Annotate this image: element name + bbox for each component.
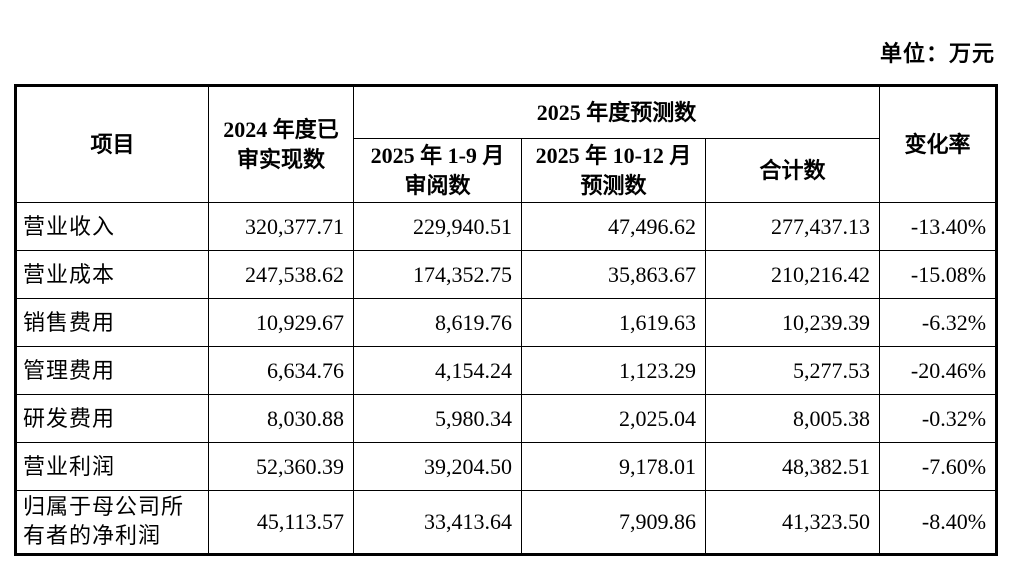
row-label: 营业利润 [15, 442, 209, 492]
table-row-operating-profit: 营业利润 52,360.39 39,204.50 9,178.01 48,382… [15, 442, 998, 492]
table-row-operating-revenue: 营业收入 320,377.71 229,940.51 47,496.62 277… [15, 202, 998, 252]
header-2025-forecast-group: 2025 年度预测数 [352, 85, 881, 139]
row-label: 归属于母公司所有者的净利润 [15, 490, 209, 555]
cell-2024: 52,360.39 [208, 442, 354, 492]
cell-jan-sep: 5,980.34 [353, 394, 522, 444]
cell-oct-dec: 47,496.62 [521, 202, 706, 252]
header-2025-jan-sep: 2025 年 1-9 月 审阅数 [353, 137, 522, 204]
cell-change: -13.40% [879, 202, 998, 252]
header-total: 合计数 [704, 137, 881, 204]
unit-label: 单位：万元 [879, 41, 995, 66]
cell-2024: 10,929.67 [208, 298, 354, 348]
row-label: 研发费用 [15, 394, 209, 444]
cell-jan-sep: 229,940.51 [353, 202, 522, 252]
cell-oct-dec: 7,909.86 [521, 490, 706, 555]
cell-change: -15.08% [879, 250, 998, 300]
cell-jan-sep: 8,619.76 [353, 298, 522, 348]
header-row-sub: 2025 年 1-9 月 审阅数 2025 年 10-12 月 预测数 合计数 [16, 137, 997, 204]
cell-jan-sep: 33,413.64 [353, 490, 522, 555]
cell-total: 10,239.39 [704, 298, 881, 348]
cell-change: -8.40% [879, 490, 998, 555]
cell-change: -20.46% [879, 346, 998, 396]
cell-oct-dec: 9,178.01 [521, 442, 706, 492]
table-row-admin-expense: 管理费用 6,634.76 4,154.24 1,123.29 5,277.53… [15, 346, 998, 396]
row-label: 营业成本 [15, 250, 209, 300]
row-label: 营业收入 [15, 202, 209, 252]
table-row-operating-cost: 营业成本 247,538.62 174,352.75 35,863.67 210… [15, 250, 998, 300]
cell-oct-dec: 35,863.67 [521, 250, 706, 300]
cell-2024: 8,030.88 [208, 394, 354, 444]
header-change-rate: 变化率 [879, 84, 998, 204]
header-item: 项目 [15, 84, 209, 204]
cell-total: 48,382.51 [704, 442, 881, 492]
financial-forecast-table: 项目 2024 年度已 审实现数 2025 年度预测数 变化率 2025 年 1… [14, 84, 999, 556]
table-row-rd-expense: 研发费用 8,030.88 5,980.34 2,025.04 8,005.38… [15, 394, 998, 444]
cell-change: -6.32% [879, 298, 998, 348]
cell-oct-dec: 1,123.29 [521, 346, 706, 396]
cell-jan-sep: 4,154.24 [353, 346, 522, 396]
cell-total: 41,323.50 [704, 490, 881, 555]
row-label: 销售费用 [15, 298, 209, 348]
cell-2024: 6,634.76 [208, 346, 354, 396]
cell-total: 8,005.38 [704, 394, 881, 444]
cell-jan-sep: 174,352.75 [353, 250, 522, 300]
cell-oct-dec: 2,025.04 [521, 394, 706, 444]
cell-change: -0.32% [879, 394, 998, 444]
header-row-group: 项目 2024 年度已 审实现数 2025 年度预测数 变化率 [15, 84, 998, 204]
cell-2024: 320,377.71 [208, 202, 354, 252]
cell-2024: 45,113.57 [208, 490, 354, 555]
header-2025-oct-dec: 2025 年 10-12 月 预测数 [521, 137, 706, 204]
cell-total: 5,277.53 [704, 346, 881, 396]
cell-jan-sep: 39,204.50 [353, 442, 522, 492]
cell-oct-dec: 1,619.63 [521, 298, 706, 348]
cell-total: 277,437.13 [704, 202, 881, 252]
table-row-selling-expense: 销售费用 10,929.67 8,619.76 1,619.63 10,239.… [15, 298, 998, 348]
cell-2024: 247,538.62 [208, 250, 354, 300]
header-2024-audited: 2024 年度已 审实现数 [208, 84, 354, 204]
cell-total: 210,216.42 [704, 250, 881, 300]
row-label: 管理费用 [15, 346, 209, 396]
table-row-net-profit-parent: 归属于母公司所有者的净利润 45,113.57 33,413.64 7,909.… [15, 490, 998, 555]
cell-change: -7.60% [879, 442, 998, 492]
